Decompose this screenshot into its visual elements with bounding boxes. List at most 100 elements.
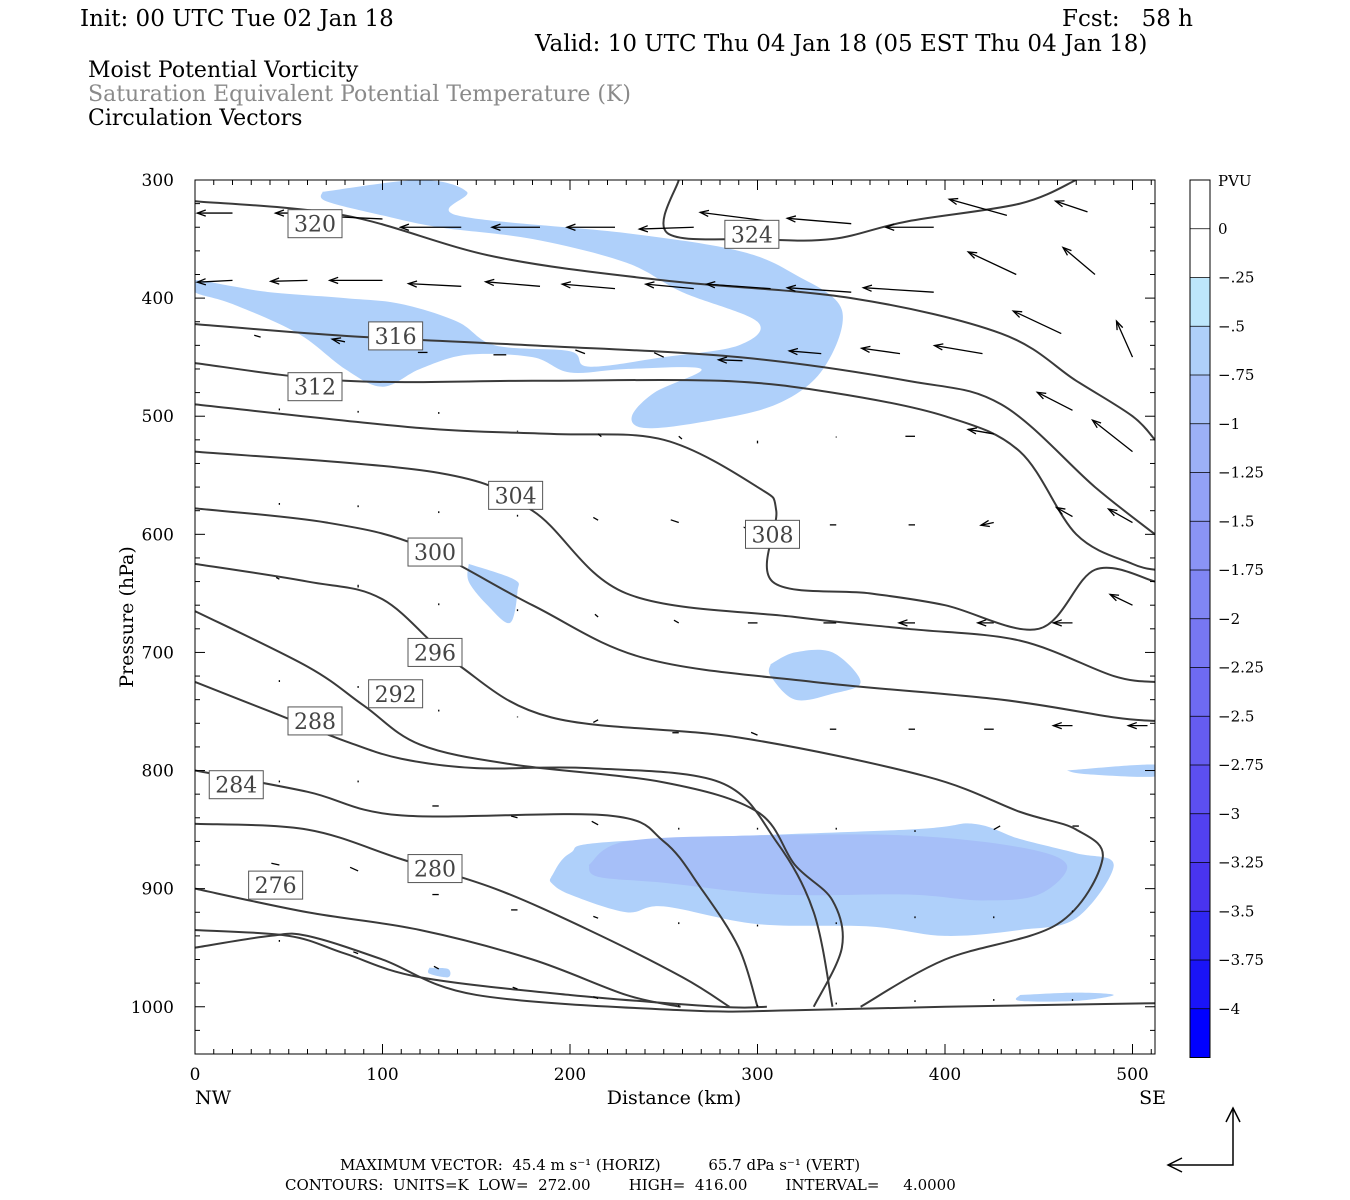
circulation-vector: [639, 226, 694, 230]
circulation-vector: [653, 352, 665, 358]
circulation-vector: [594, 613, 599, 618]
theta-es-contour: [195, 200, 1155, 441]
circulation-vector: [1037, 391, 1073, 411]
contour-label-box: [488, 480, 544, 510]
circulation-vector-head: [1051, 619, 1062, 627]
colorbar-label: −1.25: [1218, 464, 1264, 482]
colorbar-label: 0: [1218, 220, 1228, 238]
circulation-vector: [706, 283, 771, 290]
circulation-vector: [349, 866, 359, 872]
x-tick-label: 100: [366, 1065, 398, 1085]
contour-label: 276: [255, 874, 297, 899]
circulation-vector: [1109, 593, 1133, 606]
x-axis-label: Distance (km): [607, 1087, 742, 1109]
theta-es-contour: [195, 323, 1155, 536]
contour-label-box: [287, 209, 343, 239]
circulation-vector-head: [1035, 391, 1047, 400]
colorbar-swatch: [1190, 911, 1210, 960]
colorbar-swatch: [1190, 765, 1210, 814]
colorbar-swatch: [1190, 326, 1210, 375]
colorbar-swatch: [1190, 228, 1210, 278]
colorbar-label: −1.5: [1218, 512, 1254, 530]
circulation-vector: [967, 251, 1017, 276]
colorbar-label: −4: [1218, 1000, 1240, 1018]
circulation-vector-head: [560, 281, 572, 289]
contour-label-box: [407, 537, 463, 567]
x-tick-label: 300: [741, 1065, 773, 1085]
contour-label-box: [287, 372, 343, 402]
contour-label: 308: [752, 523, 794, 548]
field-title-mpv: Moist Potential Vorticity: [88, 58, 359, 83]
colorbar-label: −3.5: [1218, 902, 1254, 920]
x-tick-label: 400: [929, 1065, 961, 1085]
circulation-vector-head: [1053, 200, 1065, 208]
axes: 0 100 200 300 400 500 300 400 500 600 700 800 900 100…: [131, 171, 1155, 1085]
circulation-vector: [645, 283, 694, 290]
theta-es-contour: [195, 610, 844, 1008]
circulation-vector: [593, 996, 599, 1000]
colorbar-label: −3.25: [1218, 854, 1264, 872]
x-endpoint-left: NW: [195, 1087, 232, 1109]
circulation-vector-head: [406, 280, 418, 288]
circulation-vector: [968, 428, 994, 435]
circulation-vector-head: [979, 519, 990, 528]
colorbar-swatch: [1190, 375, 1210, 424]
colorbar-swatch: [1190, 667, 1210, 717]
forecast-hour: Fcst: 58 h: [1062, 6, 1193, 32]
circulation-vector-head: [1051, 721, 1062, 730]
contour-label-box: [248, 870, 304, 900]
contour-label-box: [745, 519, 800, 549]
mpv-region: [588, 834, 1068, 901]
colorbar-swatch: [1190, 1008, 1210, 1058]
circulation-vector: [993, 825, 1001, 831]
mpv-shading: [195, 180, 1155, 1002]
theta-es-contour: [662, 180, 1077, 242]
circulation-vector: [270, 279, 308, 282]
contour-label: 304: [495, 484, 537, 509]
circulation-vector-head: [195, 278, 207, 286]
circulation-vector: [934, 344, 983, 355]
y-axis-label: Pressure (hPa): [116, 546, 138, 688]
circulation-vector: [575, 349, 586, 355]
contour-label-box: [368, 679, 424, 709]
colorbar-label: −3: [1218, 805, 1240, 823]
circulation-vector: [591, 820, 599, 826]
circulation-vector: [1056, 507, 1073, 518]
theta-es-contour: [195, 403, 1155, 631]
circulation-vector-head: [698, 209, 710, 218]
circulation-vector-head: [785, 284, 797, 292]
y-tick-label: 500: [142, 407, 174, 427]
colorbar-label: −.5: [1218, 317, 1245, 335]
colorbar-swatch: [1190, 277, 1210, 327]
circulation-vector: [678, 435, 683, 440]
colorbar-label: −2.75: [1218, 756, 1264, 774]
circulation-vector: [670, 519, 679, 524]
y-tick-label: 600: [142, 525, 174, 545]
circulation-vector: [1012, 310, 1062, 335]
colorbar-swatch: [1190, 862, 1210, 912]
circulation-vector-head: [716, 356, 728, 364]
circulation-vector: [980, 521, 994, 526]
circulation-vector: [861, 347, 901, 355]
circulation-vector-head: [704, 281, 716, 289]
circulation-vector: [254, 334, 261, 338]
colorbar-label: −.25: [1218, 269, 1254, 287]
colorbar-swatch: [1190, 716, 1210, 765]
circulation-vector-head: [1108, 593, 1120, 602]
colorbar-swatch: [1190, 960, 1210, 1009]
y-tick-label: 1000: [131, 998, 174, 1018]
circulation-vector-head: [897, 619, 908, 627]
contour-labels: 276 280 284 288 292 296 300 304 308 312 316 320 324: [208, 209, 800, 900]
circulation-vector-head: [1126, 721, 1137, 730]
mpv-region: [467, 563, 519, 624]
circulation-vector: [485, 281, 541, 287]
circulation-vector: [750, 731, 758, 736]
mpv-region: [1015, 992, 1114, 1002]
contour-label-box: [407, 854, 463, 884]
contour-label: 300: [414, 541, 456, 566]
circulation-vector-head: [330, 337, 342, 345]
contour-label-box: [287, 706, 343, 736]
colorbar: 0 −.25 −.5 −.75 −1 −1.25 −1.5 −1.75 −2 −2.25 −2.5 −…: [1189, 179, 1264, 1058]
contour-label: 296: [414, 641, 456, 666]
circulation-vector: [197, 279, 233, 283]
